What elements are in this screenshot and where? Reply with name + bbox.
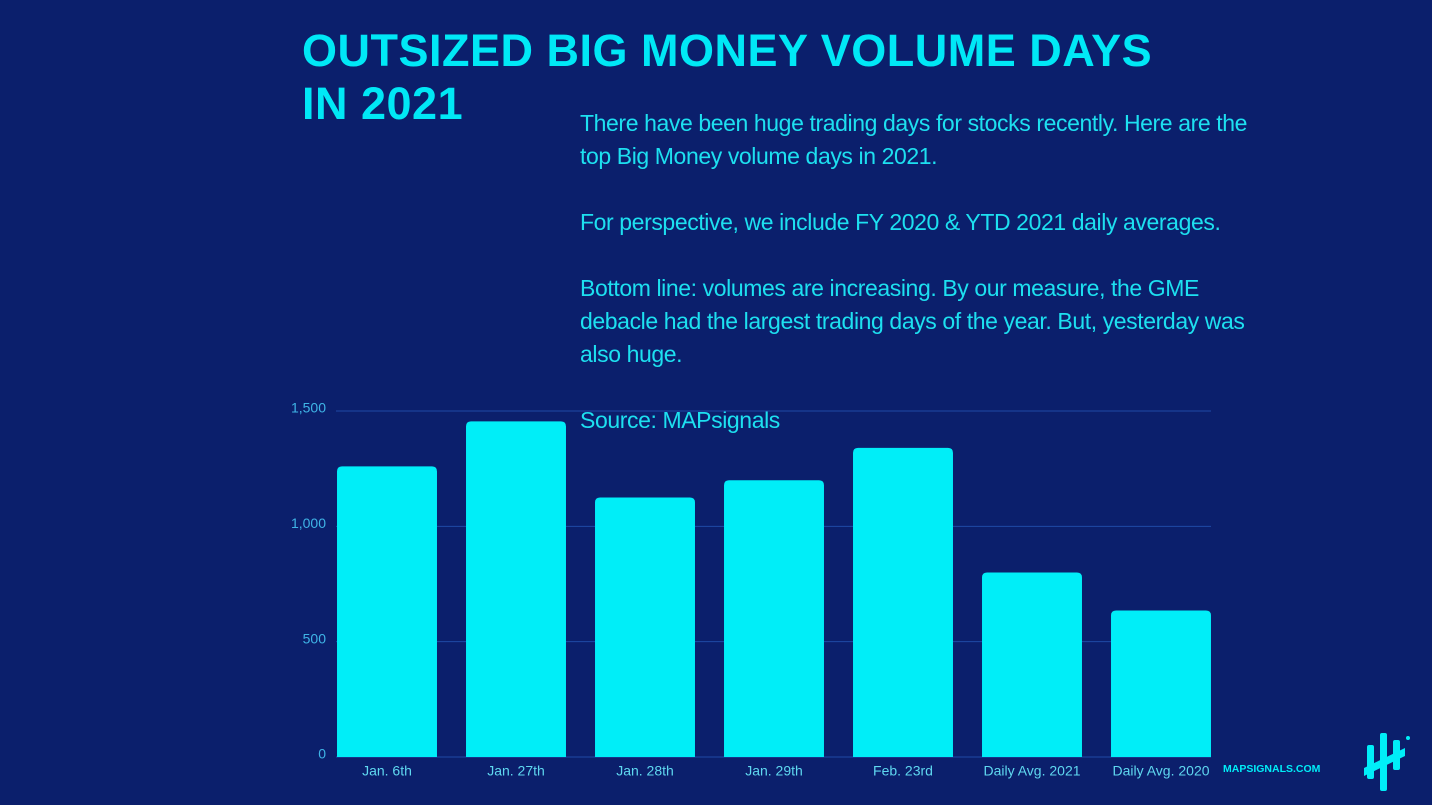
x-tick-label: Jan. 6th [362,763,412,779]
bar [982,572,1082,757]
x-tick-label: Feb. 23rd [873,763,933,779]
x-tick-label: Jan. 28th [616,763,674,779]
x-tick-label: Jan. 29th [745,763,803,779]
bar [595,497,695,757]
logo-stroke [1364,748,1405,776]
description: There have been huge trading days for st… [580,107,1248,470]
x-tick-label: Daily Avg. 2020 [1112,763,1209,779]
bar [1111,610,1211,757]
x-tick-label: Daily Avg. 2021 [983,763,1080,779]
y-tick-label: 500 [303,630,327,646]
brand: MAPSIGNALS.COM [1223,763,1321,775]
y-tick-label: 0 [318,746,326,762]
annotation: For perspective, we include FY 2020 & YT… [580,209,1221,235]
bar [337,466,437,757]
x-tick-label: Jan. 27th [487,763,545,779]
y-tick-label: 1,500 [291,400,326,416]
annotation: Bottom line: volumes are increasing. By … [580,275,1245,367]
bar [853,447,953,757]
y-tick-label: 1,000 [291,515,326,531]
chart-title: OUTSIZED BIG MONEY VOLUME DAYS IN 2021 [302,25,1153,129]
logo-dot [1406,736,1410,740]
logo [1364,733,1410,791]
annotation: There have been huge trading days for st… [580,110,1247,169]
bar [724,480,824,757]
bars [337,421,1211,757]
bar [466,421,566,757]
